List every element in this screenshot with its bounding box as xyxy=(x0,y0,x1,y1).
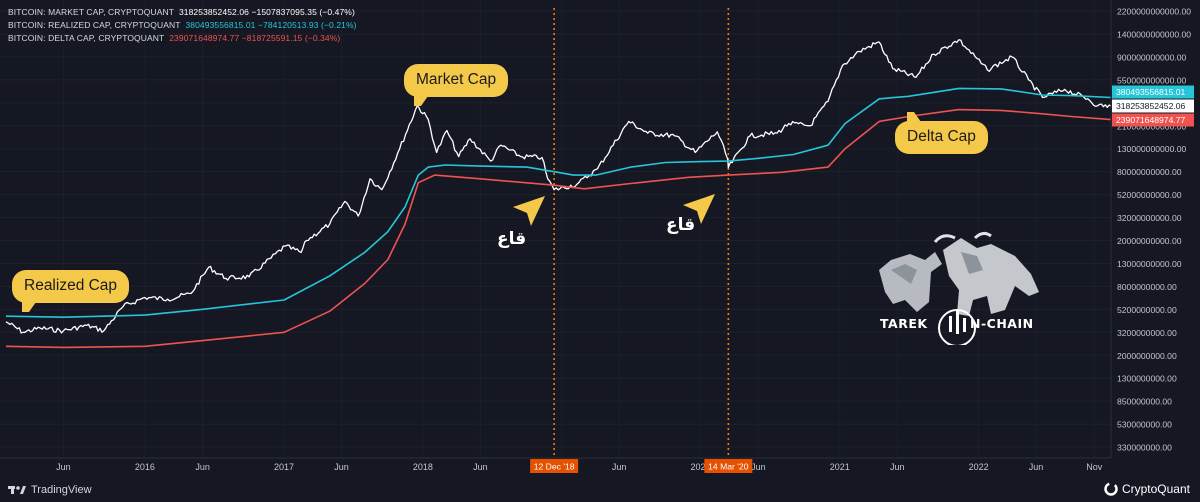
x-tick-label: 2021 xyxy=(830,462,850,472)
x-tick-label: Jun xyxy=(751,462,766,472)
y-tick-label: 900000000000.00 xyxy=(1117,52,1187,62)
x-tick-label: Jun xyxy=(1029,462,1044,472)
chart-legend: BITCOIN: MARKET CAP, CRYPTOQUANT 3182538… xyxy=(8,6,357,45)
event-date-tag xyxy=(704,459,753,473)
x-tick-label: 2022 xyxy=(969,462,989,472)
y-tick-label: 1300000000.00 xyxy=(1117,374,1177,384)
y-tick-label: 3200000000.00 xyxy=(1117,328,1177,338)
cryptoquant-branding: CryptoQuant xyxy=(1104,482,1190,496)
watermark-logo xyxy=(865,230,1050,347)
y-tick-label: 2000000000.00 xyxy=(1117,351,1177,361)
realized-cap-callout: Realized Cap xyxy=(12,270,130,312)
price-tags: 380493556815.01 318253852452.06 2390716489… xyxy=(1112,85,1194,127)
series-line xyxy=(5,39,1112,334)
arrow-icon xyxy=(513,196,545,226)
chart-series xyxy=(5,39,1112,349)
series-line xyxy=(5,108,1112,349)
event-date-label: 14 Mar '20 xyxy=(708,462,749,472)
logo-text-left: TAREK xyxy=(880,316,928,331)
y-tick-label: 13000000000.00 xyxy=(1117,259,1182,269)
y-tick-label: 8000000000.00 xyxy=(1117,282,1177,292)
legend-realized-cap-values: 380493556815.01 −784120513.93 (−0.21%) xyxy=(185,20,357,30)
x-tick-label: Jun xyxy=(473,462,488,472)
y-tick-label: 52000000000.00 xyxy=(1117,190,1182,200)
tradingview-icon xyxy=(8,486,26,494)
legend-delta-cap-values: 239071648974.77 −818725591.15 (−0.34%) xyxy=(169,33,341,43)
event-date-tag xyxy=(530,459,579,473)
bottom-label-1: قاع xyxy=(497,229,527,249)
x-tick-label: 2017 xyxy=(274,462,294,472)
price-tag-label: 239071648974.77 xyxy=(1116,115,1186,125)
y-tick-label: 550000000000.00 xyxy=(1117,75,1187,85)
y-tick-label: 20000000000.00 xyxy=(1117,236,1182,246)
legend-market-cap: BITCOIN: MARKET CAP, CRYPTOQUANT 3182538… xyxy=(8,7,355,17)
cryptoquant-label: CryptoQuant xyxy=(1121,482,1190,496)
legend-delta-cap: BITCOIN: DELTA CAP, CRYPTOQUANT 23907164… xyxy=(8,33,341,43)
y-tick-label: 530000000.00 xyxy=(1117,420,1172,430)
legend-realized-cap: BITCOIN: REALIZED CAP, CRYPTOQUANT 38049… xyxy=(8,20,357,30)
y-tick-label: 130000000000.00 xyxy=(1117,144,1187,154)
chart-grid xyxy=(0,0,1111,458)
tradingview-label: TradingView xyxy=(31,484,92,496)
x-tick-label: Jun xyxy=(56,462,71,472)
delta-cap-callout: Delta Cap xyxy=(895,112,988,154)
y-tick-label: 80000000000.00 xyxy=(1117,167,1182,177)
legend-market-cap-values: 318253852452.06 −1507837095.35 (−0.47%) xyxy=(178,7,355,17)
x-tick-label: Nov xyxy=(1086,462,1103,472)
x-tick-label: Jun xyxy=(612,462,627,472)
y-tick-label: 850000000.00 xyxy=(1117,397,1172,407)
market-cap-callout: Market Cap xyxy=(404,64,509,106)
bottom-label-2: قاع xyxy=(666,215,696,235)
tradingview-branding: TradingView xyxy=(8,484,92,496)
y-tick-label: 2200000000000.00 xyxy=(1117,7,1191,17)
event-date-tags: 12 Dec '18 14 Mar '20 xyxy=(530,459,753,473)
price-tag xyxy=(1112,99,1194,113)
event-lines xyxy=(553,8,730,458)
y-axis: 2200000000000.00 1400000000000.00 90000000… xyxy=(1117,7,1191,453)
bull-bear-icon xyxy=(879,231,1039,347)
cryptoquant-icon xyxy=(1104,482,1118,496)
price-tag-label: 380493556815.01 xyxy=(1116,87,1186,97)
x-tick-label: Jun xyxy=(195,462,210,472)
price-tag xyxy=(1112,85,1194,99)
price-tag xyxy=(1112,113,1194,127)
y-tick-label: 330000000.00 xyxy=(1117,443,1172,453)
x-tick-label: 2018 xyxy=(413,462,433,472)
x-axis: Jun2016Jun2017Jun2018Jun2019Jun2020Jun20… xyxy=(56,462,1103,472)
arrow-icon xyxy=(683,194,715,224)
x-tick-label: Jun xyxy=(334,462,349,472)
x-tick-label: Jun xyxy=(890,462,905,472)
event-date-label: 12 Dec '18 xyxy=(534,462,575,472)
chart-footer: TradingView CryptoQuant xyxy=(0,476,1200,502)
logo-text-right: N-CHAIN xyxy=(970,316,1034,331)
x-tick-label: 2016 xyxy=(135,462,155,472)
price-tag-label: 318253852452.06 xyxy=(1116,101,1186,111)
y-tick-label: 32000000000.00 xyxy=(1117,213,1182,223)
series-line xyxy=(5,87,1112,318)
x-tick-label: 2020 xyxy=(691,462,711,472)
y-tick-label: 1400000000000.00 xyxy=(1117,29,1191,39)
y-tick-label: 5200000000.00 xyxy=(1117,305,1177,315)
